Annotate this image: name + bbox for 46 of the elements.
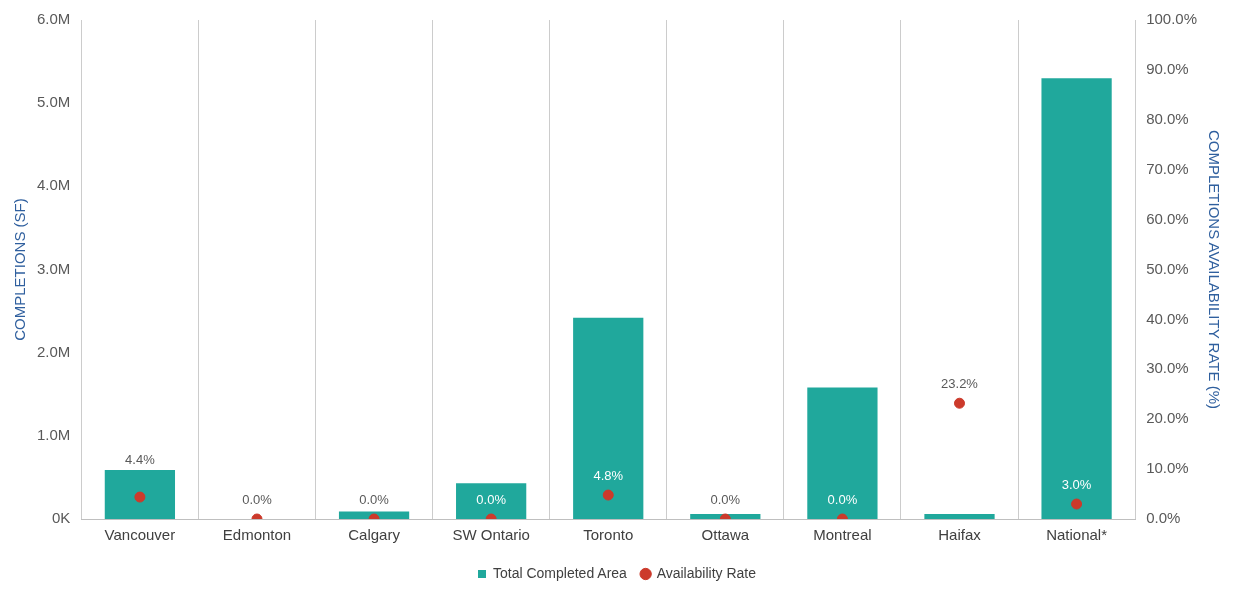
y2-tick-label: 90.0%: [1146, 60, 1189, 78]
y2-axis-title: COMPLETIONS AVAILABILITY RATE (%): [1205, 130, 1223, 409]
data-label: 4.4%: [125, 452, 156, 468]
bar: [104, 469, 176, 519]
y-tick-label: 4.0M: [36, 176, 71, 194]
y2-tick-label: 80.0%: [1146, 109, 1189, 127]
legend-label: Availability Rate: [656, 564, 757, 581]
y2-tick-label: 50.0%: [1146, 259, 1189, 277]
data-label: 4.8%: [593, 468, 624, 484]
y2-tick-label: 30.0%: [1146, 359, 1189, 377]
y-tick-label: 1.0M: [36, 425, 71, 443]
legend-label: Total Completed Area: [493, 564, 628, 581]
x-tick-label: National*: [1046, 526, 1108, 544]
y-tick-label: 3.0M: [36, 259, 71, 277]
bar: [573, 317, 644, 519]
y2-tick-label: 100.0%: [1146, 10, 1197, 28]
y-tick-label: 6.0M: [36, 10, 71, 28]
y-tick-label: 2.0M: [36, 342, 71, 360]
x-tick-label: Montreal: [813, 526, 872, 544]
x-tick-label: Ottawa: [701, 526, 750, 544]
data-label: 0.0%: [827, 492, 858, 508]
y2-tick-label: 40.0%: [1146, 309, 1189, 327]
y2-tick-label: 20.0%: [1146, 409, 1189, 427]
y2-tick-label: 70.0%: [1146, 159, 1189, 177]
data-label: 0.0%: [710, 492, 741, 508]
y-tick-label: 0K: [51, 509, 71, 527]
y-axis-title: COMPLETIONS (SF): [11, 198, 29, 341]
x-tick-label: Toronto: [583, 526, 634, 544]
data-label: 0.0%: [242, 492, 273, 508]
x-tick-label: Vancouver: [104, 526, 176, 544]
bar: [1041, 78, 1112, 519]
y2-tick-label: 10.0%: [1146, 459, 1189, 477]
bar: [456, 483, 527, 519]
x-tick-label: SW Ontario: [452, 526, 530, 544]
data-label: 0.0%: [476, 492, 507, 508]
y2-tick-label: 0.0%: [1146, 509, 1181, 527]
data-label: 23.2%: [941, 376, 979, 392]
x-tick-label: Haifax: [938, 526, 982, 544]
x-tick-label: Edmonton: [222, 526, 292, 544]
x-tick-label: Calgary: [348, 526, 401, 544]
bar: [807, 387, 878, 519]
y2-tick-label: 60.0%: [1146, 209, 1189, 227]
data-label: 3.0%: [1061, 477, 1092, 493]
y-tick-label: 5.0M: [36, 93, 71, 111]
data-label: 0.0%: [359, 492, 390, 508]
bar: [924, 514, 995, 519]
